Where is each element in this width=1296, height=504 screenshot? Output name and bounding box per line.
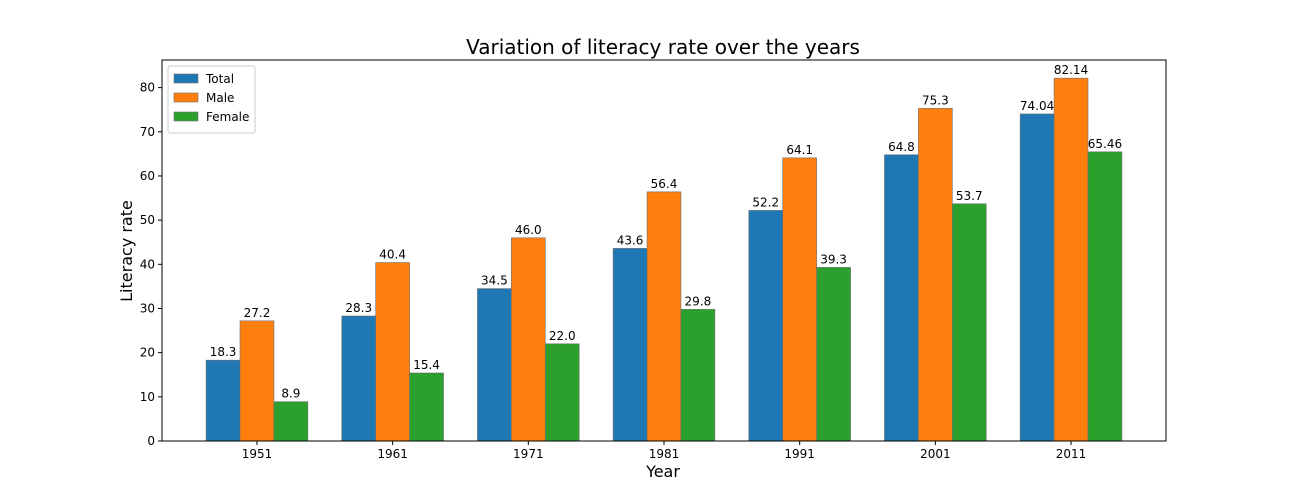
y-tick-label-60: 60 — [140, 169, 155, 183]
bar-label-female-1991: 39.3 — [820, 252, 847, 266]
legend-swatch-total — [173, 73, 199, 84]
legend-label-male: Male — [206, 91, 234, 105]
bar-label-male-1971: 46.0 — [515, 223, 542, 237]
bar-total-2001 — [884, 154, 919, 442]
x-tick-label-1981: 1981 — [649, 447, 680, 461]
plot-frame — [161, 59, 1167, 442]
y-tick-label-40: 40 — [140, 257, 155, 271]
bar-label-male-1991: 64.1 — [786, 143, 813, 157]
y-tick-label-50: 50 — [140, 213, 155, 227]
bar-label-total-1971: 34.5 — [481, 274, 508, 288]
bar-female-2001 — [952, 203, 987, 442]
bar-female-1991 — [816, 267, 851, 442]
bar-total-1961 — [341, 315, 376, 442]
y-axis-title: Literacy rate — [117, 200, 136, 302]
bar-label-total-2011: 74.04 — [1020, 99, 1054, 113]
legend-label-total: Total — [205, 72, 234, 86]
bar-label-total-1951: 18.3 — [210, 345, 237, 359]
bar-male-2011 — [1053, 77, 1089, 442]
bar-male-1961 — [375, 262, 410, 442]
y-tick-label-80: 80 — [140, 81, 155, 95]
bar-total-1971 — [477, 288, 512, 442]
bar-female-1951 — [273, 401, 309, 442]
bar-label-total-2001: 64.8 — [888, 140, 915, 154]
bar-total-1981 — [612, 248, 648, 442]
bar-total-1991 — [748, 210, 784, 442]
legend-label-female: Female — [206, 110, 249, 124]
bar-male-1951 — [239, 320, 275, 442]
legend: Total Male Female — [167, 65, 256, 134]
bar-total-1951 — [205, 359, 241, 442]
bar-label-male-2011: 82.14 — [1054, 63, 1088, 77]
x-axis-title: Year — [645, 462, 680, 481]
x-tick-label-1991: 1991 — [784, 447, 815, 461]
x-tick-label-2011: 2011 — [1056, 447, 1087, 461]
legend-swatch-female — [173, 111, 199, 122]
y-tick-label-70: 70 — [140, 125, 155, 139]
chart-title: Variation of literacy rate over the year… — [466, 35, 860, 59]
bar-label-male-1961: 40.4 — [379, 248, 406, 262]
y-tick-label-10: 10 — [140, 390, 155, 404]
x-tick-label-1971: 1971 — [513, 447, 544, 461]
bar-female-1971 — [544, 343, 580, 442]
y-tick-label-30: 30 — [140, 301, 155, 315]
bar-male-1971 — [511, 237, 546, 442]
bar-label-total-1991: 52.2 — [752, 195, 779, 209]
bar-label-female-1981: 29.8 — [685, 294, 712, 308]
bar-label-female-2001: 53.7 — [956, 189, 983, 203]
legend-swatch-male — [173, 92, 199, 103]
bar-label-male-2001: 75.3 — [922, 93, 949, 107]
x-tick-label-1961: 1961 — [377, 447, 408, 461]
y-tick-label-0: 0 — [147, 434, 155, 448]
bar-label-total-1961: 28.3 — [345, 301, 372, 315]
x-tick-label-2001: 2001 — [920, 447, 951, 461]
bar-total-2011 — [1019, 113, 1055, 442]
plot-area: 18.3 28.3 34.5 43.6 52.2 64.8 74.04 27.2 40.4 46.… — [140, 63, 1123, 461]
bar-male-1981 — [646, 191, 682, 442]
bar-label-female-1971: 22.0 — [549, 329, 576, 343]
bar-label-total-1981: 43.6 — [617, 233, 644, 247]
bar-male-1991 — [782, 157, 817, 442]
bar-label-female-2011: 65.46 — [1088, 137, 1122, 151]
bar-label-female-1961: 15.4 — [413, 358, 440, 372]
bar-male-2001 — [918, 108, 953, 442]
y-tick-label-20: 20 — [140, 346, 155, 360]
bar-label-male-1951: 27.2 — [244, 306, 271, 320]
bar-female-1981 — [680, 309, 716, 442]
bar-label-female-1951: 8.9 — [281, 387, 300, 401]
bar-female-2011 — [1087, 151, 1123, 442]
bar-female-1961 — [409, 372, 444, 442]
bar-label-male-1981: 56.4 — [651, 177, 678, 191]
x-tick-label-1951: 1951 — [242, 447, 273, 461]
